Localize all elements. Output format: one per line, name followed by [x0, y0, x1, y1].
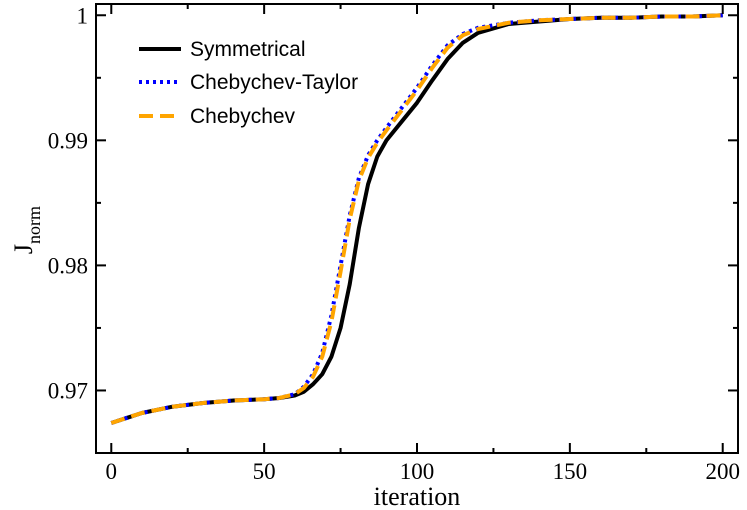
y-axis-label: Jnorm [9, 206, 44, 254]
ticks-layer: 0 50 100 150 200 0.97 0.98 0.99 1 [48, 3, 740, 484]
x-tick-label: 200 [705, 459, 740, 484]
x-tick-label: 50 [253, 459, 276, 484]
x-tick-label: 0 [106, 459, 118, 484]
legend-label-symmetrical: Symmetrical [190, 38, 306, 61]
y-tick-label: 0.99 [48, 128, 88, 153]
x-axis-label: iteration [374, 482, 461, 510]
y-axis-label-main: J [9, 244, 38, 254]
x-tick-label: 150 [553, 459, 588, 484]
y-tick-label: 1 [77, 3, 89, 28]
legend-label-chebychev-taylor: Chebychev-Taylor [190, 71, 358, 94]
legend-label-chebychev: Chebychev [190, 105, 296, 128]
y-tick-label: 0.97 [48, 378, 88, 403]
x-tick-label: 100 [400, 459, 435, 484]
y-axis-label-subscript: norm [24, 206, 44, 244]
legend: Symmetrical Chebychev-Taylor Chebychev [139, 38, 358, 128]
series-chebychev [110, 13, 723, 425]
y-tick-label: 0.98 [48, 253, 88, 278]
series-layer [110, 13, 723, 425]
